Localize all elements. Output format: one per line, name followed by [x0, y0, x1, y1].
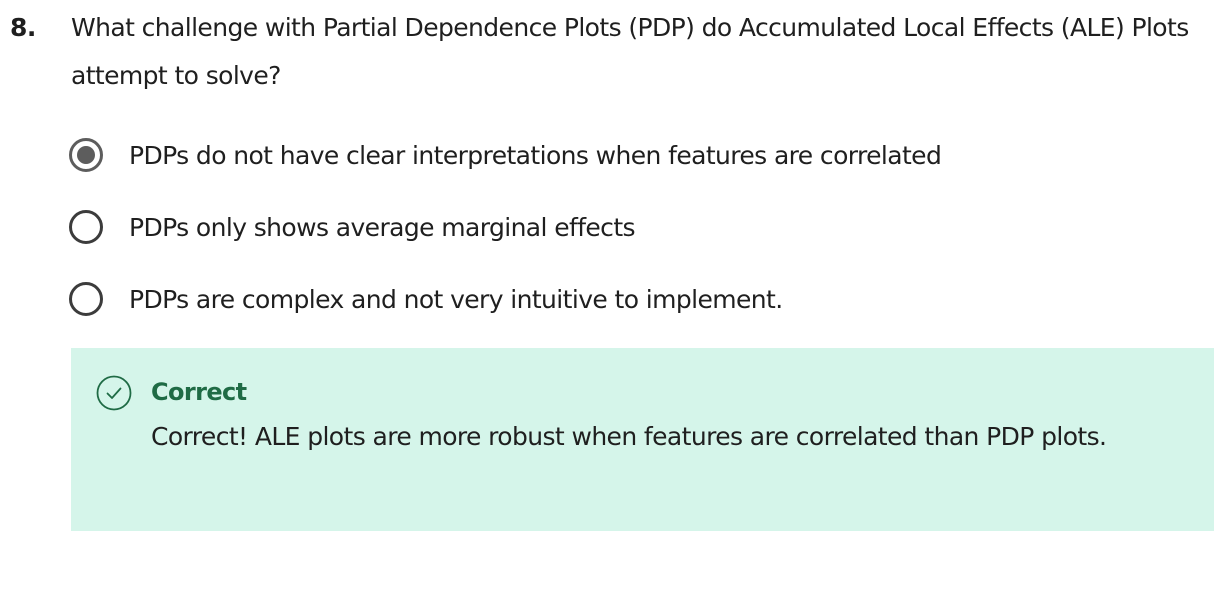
answer-option-2[interactable]: PDPs only shows average marginal effects: [69, 206, 1189, 278]
question-number: 8.: [10, 13, 36, 42]
feedback-explanation: Correct! ALE plots are more robust when …: [151, 422, 1107, 451]
radio-button[interactable]: [69, 210, 103, 244]
radio-button-selected[interactable]: [69, 138, 103, 172]
answer-option-1[interactable]: PDPs do not have clear interpretations w…: [69, 134, 1189, 206]
question-text: What challenge with Partial Dependence P…: [71, 13, 1189, 90]
answer-options: PDPs do not have clear interpretations w…: [69, 134, 1189, 350]
radio-dot-icon: [77, 146, 95, 164]
feedback-status: Correct: [151, 378, 247, 406]
radio-button[interactable]: [69, 282, 103, 316]
feedback-panel: Correct Correct! ALE plots are more robu…: [71, 348, 1214, 531]
answer-option-label[interactable]: PDPs only shows average marginal effects: [129, 213, 636, 242]
answer-option-label[interactable]: PDPs do not have clear interpretations w…: [129, 141, 942, 170]
answer-option-3[interactable]: PDPs are complex and not very intuitive …: [69, 278, 1189, 350]
answer-option-label[interactable]: PDPs are complex and not very intuitive …: [129, 285, 783, 314]
check-circle-icon: [96, 375, 132, 411]
